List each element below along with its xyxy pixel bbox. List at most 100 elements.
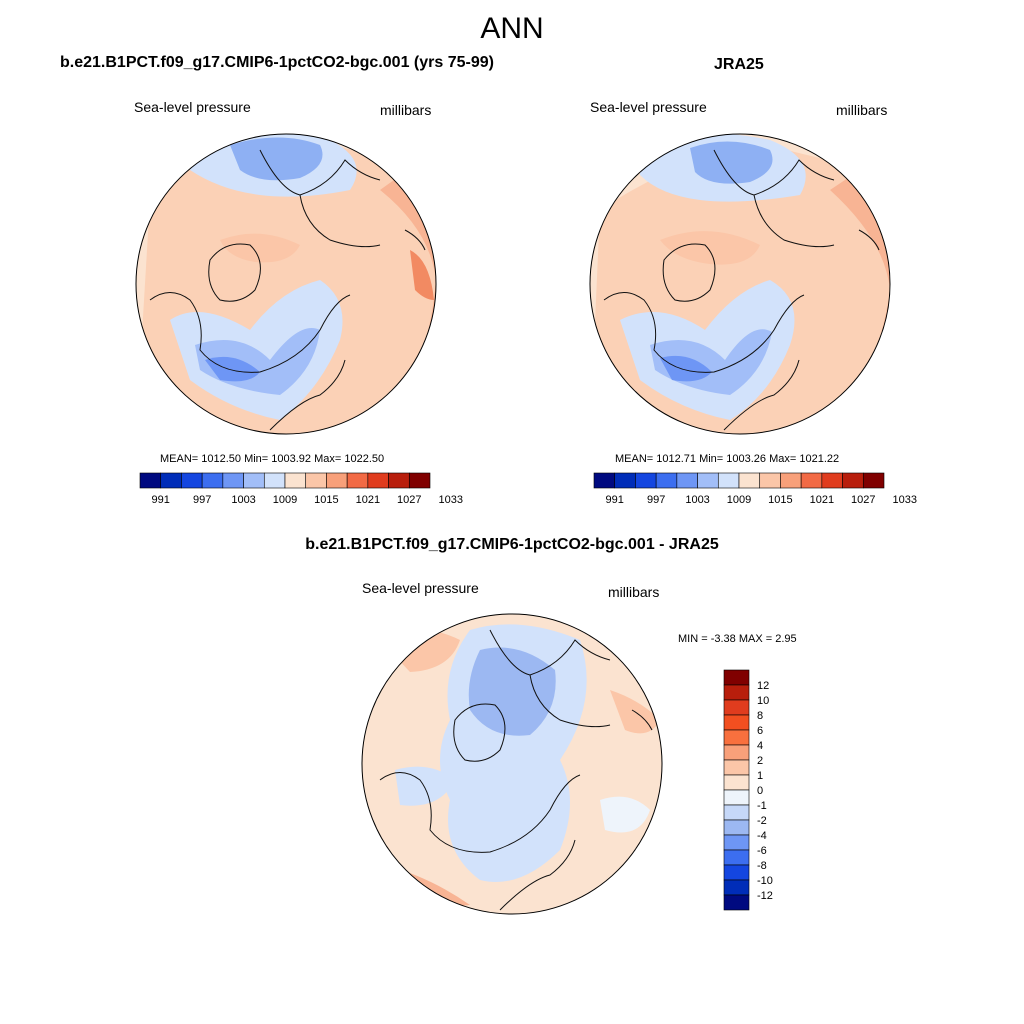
colorbar-swatch	[201, 472, 224, 489]
colorbar-tick-label: 0	[757, 785, 763, 797]
colorbar-swatch	[738, 472, 761, 489]
colorbar-swatch	[326, 472, 348, 489]
colorbar-swatch	[346, 472, 369, 489]
negative-anomaly-region	[468, 647, 556, 736]
obs-coastlines	[603, 149, 880, 431]
colorbar-swatch	[723, 879, 750, 896]
colorbar-swatch	[842, 472, 864, 489]
colorbar-swatch	[305, 472, 327, 489]
colorbar-swatch	[800, 472, 823, 489]
colorbar-tick-label: 997	[193, 494, 211, 506]
colorbar-tick-label: 1	[757, 770, 763, 782]
colorbar-tick-label: 12	[757, 680, 769, 692]
colorbar-tick-label: 4	[757, 740, 763, 752]
map-boundary	[589, 133, 891, 435]
obs-colorbar: 991 997 1003 1009 1015 1021 1027 1033	[593, 472, 917, 506]
model-polar-map	[135, 133, 437, 435]
low-pressure-region	[660, 355, 712, 382]
greenland-outline	[208, 243, 261, 302]
colorbar-swatch	[367, 472, 389, 489]
colorbar-tick-label: 997	[647, 494, 665, 506]
colorbar-tick-label: 1003	[685, 494, 709, 506]
colorbar-tick-label: 1027	[851, 494, 875, 506]
colorbar-tick-label: 1015	[314, 494, 338, 506]
colorbar-swatch	[723, 804, 750, 821]
high-pressure-region	[220, 233, 300, 263]
colorbar-swatch	[723, 789, 750, 806]
model-stats: MEAN= 1012.50 Min= 1003.92 Max= 1022.50	[160, 453, 385, 465]
colorbar-swatch	[723, 849, 750, 866]
model-coastlines	[149, 149, 426, 431]
colorbar-swatch	[723, 834, 750, 851]
colorbar-tick-label: 10	[757, 695, 769, 707]
colorbar-tick-label: 1027	[397, 494, 421, 506]
map-boundary	[135, 133, 437, 435]
diff-stats: MIN = -3.38 MAX = 2.95	[678, 633, 797, 645]
colorbar-tick-label: 1021	[810, 494, 834, 506]
colorbar-tick-label: 991	[606, 494, 624, 506]
diff-units-label: millibars	[608, 584, 660, 600]
colorbar-swatch	[160, 472, 182, 489]
colorbar-swatch	[614, 472, 636, 489]
colorbar-tick-label: 2	[757, 755, 763, 767]
colorbar-tick-label: -8	[757, 860, 767, 872]
colorbar-swatch	[723, 894, 750, 911]
diff-panel-title: b.e21.B1PCT.f09_g17.CMIP6-1pctCO2-bgc.00…	[305, 536, 719, 553]
obs-variable-label: Sea-level pressure	[590, 99, 707, 115]
colorbar-swatch	[284, 472, 307, 489]
colorbar-swatch	[723, 759, 750, 776]
colorbar-swatch	[655, 472, 678, 489]
colorbar-tick-label: 991	[152, 494, 170, 506]
colorbar-swatch	[862, 472, 885, 489]
colorbar-swatch	[723, 744, 750, 761]
diff-variable-label: Sea-level pressure	[362, 580, 479, 596]
colorbar-swatch	[593, 472, 616, 489]
colorbar-tick-label: 1009	[727, 494, 751, 506]
greenland-outline	[453, 703, 506, 762]
colorbar-tick-label: 1033	[438, 494, 462, 506]
colorbar-swatch	[723, 774, 750, 791]
colorbar-swatch	[139, 472, 162, 489]
colorbar-swatch	[821, 472, 843, 489]
colorbar-swatch	[723, 819, 750, 836]
colorbar-swatch	[676, 472, 698, 489]
diff-polar-map	[361, 613, 663, 915]
obs-stats: MEAN= 1012.71 Min= 1003.26 Max= 1021.22	[615, 453, 840, 465]
obs-panel-title: JRA25	[714, 56, 764, 73]
low-pressure-region	[205, 356, 260, 382]
colorbar-swatch	[723, 684, 750, 701]
colorbar-tick-label: 1009	[273, 494, 297, 506]
colorbar-swatch	[780, 472, 802, 489]
colorbar-swatch	[723, 864, 750, 881]
colorbar-swatch	[222, 472, 244, 489]
colorbar-tick-label: -6	[757, 845, 767, 857]
colorbar-swatch	[697, 472, 719, 489]
colorbar-swatch	[408, 472, 431, 489]
negative-anomaly-region	[600, 796, 650, 833]
colorbar-tick-label: 1033	[892, 494, 916, 506]
low-pressure-region	[690, 141, 773, 184]
colorbar-tick-label: -12	[757, 890, 773, 902]
diff-coastlines	[379, 629, 653, 911]
obs-polar-map	[589, 133, 891, 435]
colorbar-swatch	[723, 669, 750, 686]
colorbar-tick-label: 1015	[768, 494, 792, 506]
model-panel-title: b.e21.B1PCT.f09_g17.CMIP6-1pctCO2-bgc.00…	[60, 54, 494, 71]
greenland-outline	[662, 243, 716, 302]
colorbar-swatch	[723, 699, 750, 716]
colorbar-swatch	[181, 472, 203, 489]
high-pressure-region	[660, 231, 760, 265]
negative-anomaly-region	[395, 766, 455, 806]
model-units-label: millibars	[380, 102, 432, 118]
model-variable-label: Sea-level pressure	[134, 99, 251, 115]
colorbar-tick-label: -2	[757, 815, 767, 827]
colorbar-tick-label: -1	[757, 800, 767, 812]
colorbar-tick-label: 8	[757, 710, 763, 722]
colorbar-tick-label: -4	[757, 830, 767, 842]
colorbar-tick-label: -10	[757, 875, 773, 887]
colorbar-tick-label: 6	[757, 725, 763, 737]
colorbar-swatch	[635, 472, 657, 489]
colorbar-swatch	[723, 729, 750, 746]
